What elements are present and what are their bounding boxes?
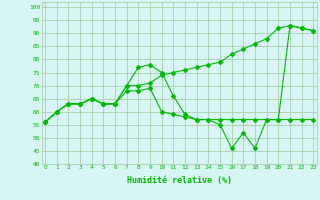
X-axis label: Humidité relative (%): Humidité relative (%) [127, 176, 232, 185]
